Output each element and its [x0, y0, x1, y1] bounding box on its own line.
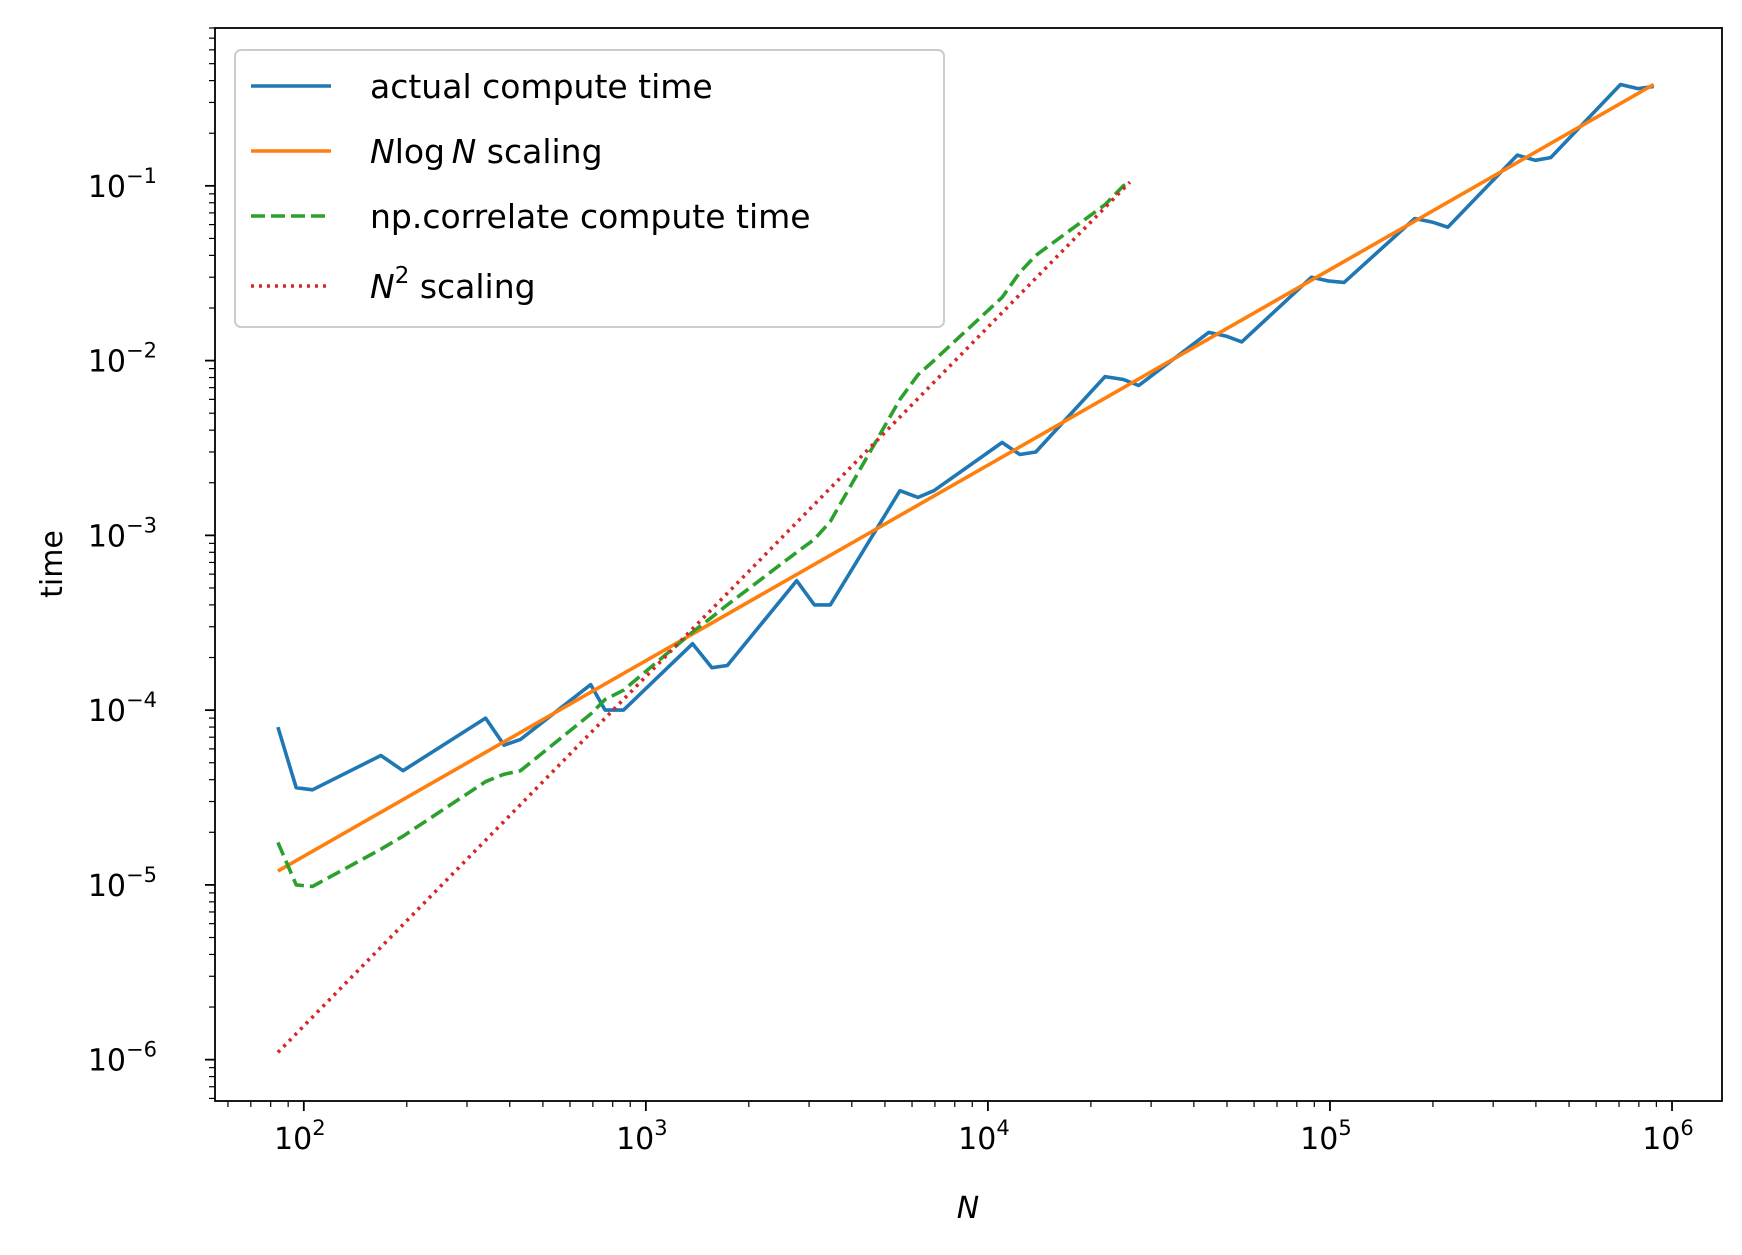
legend-item-0: actual compute time: [251, 67, 713, 106]
x-tick-label: 102: [274, 1116, 326, 1157]
x-tick-base: 10: [958, 1122, 996, 1157]
x-tick-exponent: 3: [654, 1116, 667, 1140]
y-tick-label: 10−1: [88, 164, 157, 205]
x-axis-label: N: [957, 1191, 979, 1226]
x-tick-exponent: 4: [996, 1116, 1009, 1140]
y-tick-exponent: −3: [126, 513, 157, 537]
x-tick-label: 104: [958, 1116, 1010, 1157]
y-tick-base: 10: [88, 345, 126, 380]
series-line-2: [276, 180, 1131, 889]
legend-item-2: np.correlate compute time: [251, 197, 811, 236]
y-tick-base: 10: [88, 1044, 126, 1079]
y-tick-label: 10−3: [88, 513, 157, 554]
y-tick-label: 10−5: [88, 863, 157, 904]
x-tick-base: 10: [1642, 1122, 1680, 1157]
y-tick-label: 10−6: [88, 1038, 157, 1079]
axes-frame: [214, 27, 1723, 1102]
legend: actual compute time Nlog N scaling np.corr…: [234, 49, 945, 328]
y-tick-exponent: −1: [126, 164, 157, 188]
x-tick-label: 106: [1642, 1116, 1694, 1157]
x-tick-exponent: 2: [312, 1116, 325, 1140]
series-layer: [276, 82, 1655, 1054]
y-axis-label: time: [35, 530, 70, 598]
legend-label: Nlog N scaling: [370, 132, 603, 171]
y-tick-base: 10: [88, 170, 126, 205]
y-tick-base: 10: [88, 869, 126, 904]
y-tick-exponent: −4: [126, 688, 157, 712]
legend-label: actual compute time: [370, 67, 713, 106]
legend-label: np.correlate compute time: [370, 197, 811, 236]
x-tick-exponent: 5: [1338, 1116, 1351, 1140]
series-line-1: [277, 82, 1655, 873]
x-tick-exponent: 6: [1680, 1116, 1693, 1140]
y-tick-exponent: −5: [126, 863, 157, 887]
x-tick-base: 10: [274, 1122, 312, 1157]
legend-label: N2 scaling: [370, 263, 536, 306]
series-line-3: [276, 180, 1132, 1054]
y-tick-base: 10: [88, 694, 126, 729]
y-tick-label: 10−4: [88, 688, 157, 729]
legend-box: [234, 49, 945, 328]
y-tick-exponent: −2: [126, 339, 157, 363]
y-tick-label: 10−2: [88, 339, 157, 380]
legend-item-3: N2 scaling: [251, 263, 536, 306]
series-line-0: [276, 82, 1654, 792]
x-tick-base: 10: [1300, 1122, 1338, 1157]
x-tick-label: 103: [616, 1116, 668, 1157]
x-tick-label: 105: [1300, 1116, 1352, 1157]
x-tick-base: 10: [616, 1122, 654, 1157]
legend-item-1: Nlog N scaling: [251, 132, 603, 171]
y-tick-base: 10: [88, 519, 126, 554]
y-tick-exponent: −6: [126, 1038, 157, 1062]
